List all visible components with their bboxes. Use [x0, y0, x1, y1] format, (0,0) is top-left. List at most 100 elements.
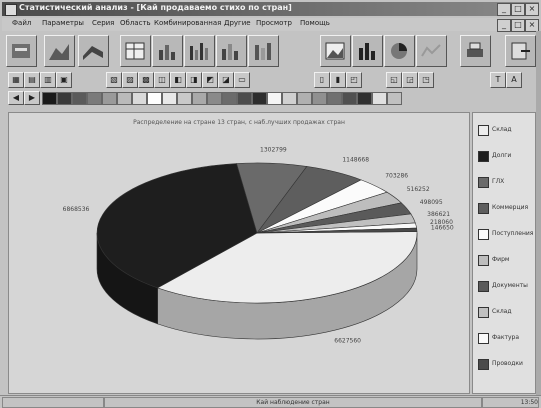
- image-icon: [325, 42, 345, 60]
- palette-next-button[interactable]: ▶: [24, 91, 40, 105]
- tool-10-button[interactable]: ◨: [186, 72, 202, 88]
- doc-close-button[interactable]: ×: [525, 19, 539, 32]
- legend-swatch: [478, 125, 489, 136]
- color-swatch[interactable]: [42, 92, 57, 105]
- tool-9-button[interactable]: ◧: [170, 72, 186, 88]
- chart-2-button[interactable]: [78, 35, 109, 67]
- tool-11-button[interactable]: ◩: [202, 72, 218, 88]
- menu-other[interactable]: Другие: [224, 19, 251, 27]
- title-bar: Статистический анализ - [Кай продаваемо …: [2, 2, 539, 16]
- color-swatch[interactable]: [102, 92, 117, 105]
- color-swatch[interactable]: [342, 92, 357, 105]
- doc-maximize-button[interactable]: □: [511, 19, 525, 32]
- tool-14-button[interactable]: ▯: [314, 72, 330, 88]
- columns-2-button[interactable]: [216, 35, 247, 67]
- color-swatch[interactable]: [207, 92, 222, 105]
- tool-19-button[interactable]: ◳: [418, 72, 434, 88]
- pie-slice: [256, 227, 418, 234]
- menu-series[interactable]: Серия: [92, 19, 115, 27]
- columns-3-button[interactable]: [248, 35, 279, 67]
- color-swatch[interactable]: [327, 92, 342, 105]
- columns-button[interactable]: [184, 35, 215, 67]
- chart-legend: Склад Долги ГЛХ Коммерция Поступления Фирм Док…: [472, 112, 536, 394]
- maximize-button[interactable]: □: [511, 3, 525, 16]
- pie-button[interactable]: [384, 35, 415, 67]
- pie-data-label: 6868536: [63, 206, 90, 213]
- menu-view[interactable]: Просмотр: [256, 19, 292, 27]
- legend-label: Документы: [492, 282, 528, 289]
- tool-8-button[interactable]: ◫: [154, 72, 170, 88]
- pie-data-label: 6627560: [334, 337, 361, 344]
- legend-swatch: [478, 177, 489, 188]
- doc-minimize-button[interactable]: _: [497, 19, 511, 32]
- palette-prev-button[interactable]: ◀: [8, 91, 24, 105]
- tool-17-button[interactable]: ◱: [386, 72, 402, 88]
- text-tool-button[interactable]: Т: [490, 72, 506, 88]
- tool-7-button[interactable]: ▩: [138, 72, 154, 88]
- color-swatch[interactable]: [117, 92, 132, 105]
- color-swatch[interactable]: [387, 92, 402, 105]
- window-title: Статистический анализ - [Кай продаваемо …: [19, 3, 292, 12]
- color-swatch[interactable]: [147, 92, 162, 105]
- tool-12-button[interactable]: ◪: [218, 72, 234, 88]
- color-swatch[interactable]: [252, 92, 267, 105]
- pie-data-label: 146650: [431, 224, 454, 231]
- pie-data-label: 1302799: [260, 146, 287, 153]
- color-swatch[interactable]: [312, 92, 327, 105]
- status-message: Кай наблюдение стран: [104, 397, 482, 408]
- legend-label: Фактура: [492, 334, 519, 341]
- color-palette: ◀ ▶: [2, 91, 539, 105]
- color-swatch[interactable]: [237, 92, 252, 105]
- print-button[interactable]: [460, 35, 491, 67]
- color-swatch[interactable]: [192, 92, 207, 105]
- tool-15-button[interactable]: ▮: [330, 72, 346, 88]
- color-swatch[interactable]: [177, 92, 192, 105]
- vertical-scrollbar[interactable]: [536, 31, 541, 395]
- color-swatch[interactable]: [282, 92, 297, 105]
- tool-3-button[interactable]: ▥: [40, 72, 56, 88]
- font-tool-button[interactable]: A: [506, 72, 522, 88]
- color-swatch[interactable]: [57, 92, 72, 105]
- pie-slice: [96, 163, 258, 289]
- minimize-button[interactable]: _: [497, 3, 511, 16]
- tool-13-button[interactable]: ▭: [234, 72, 250, 88]
- menu-parameters[interactable]: Параметры: [42, 19, 84, 27]
- tool-6-button[interactable]: ▨: [122, 72, 138, 88]
- tool-2-button[interactable]: ▤: [24, 72, 40, 88]
- pie-data-label: 703286: [385, 173, 408, 180]
- tool-18-button[interactable]: ◲: [402, 72, 418, 88]
- legend-label: Фирм: [492, 256, 510, 263]
- image-button[interactable]: [320, 35, 351, 67]
- tool-16-button[interactable]: ◰: [346, 72, 362, 88]
- color-swatch[interactable]: [87, 92, 102, 105]
- menu-file[interactable]: Файл: [12, 19, 32, 27]
- color-swatch[interactable]: [72, 92, 87, 105]
- color-swatch[interactable]: [372, 92, 387, 105]
- legend-label: Коммерция: [492, 204, 529, 211]
- color-swatch[interactable]: [357, 92, 372, 105]
- legend-swatch: [478, 359, 489, 370]
- color-swatch[interactable]: [222, 92, 237, 105]
- histogram-2-button[interactable]: [352, 35, 383, 67]
- table-button[interactable]: [120, 35, 151, 67]
- color-swatch[interactable]: [162, 92, 177, 105]
- menu-area[interactable]: Область: [120, 19, 151, 27]
- close-button[interactable]: ×: [525, 3, 539, 16]
- chart-1-button[interactable]: [44, 35, 75, 67]
- open-button[interactable]: [6, 35, 37, 67]
- legend-swatch: [478, 203, 489, 214]
- menu-combined[interactable]: Комбинированная: [154, 19, 222, 27]
- histogram-button[interactable]: [152, 35, 183, 67]
- tool-4-button[interactable]: ▣: [56, 72, 72, 88]
- tool-1-button[interactable]: ▦: [8, 72, 24, 88]
- color-swatch[interactable]: [267, 92, 282, 105]
- color-swatch[interactable]: [297, 92, 312, 105]
- color-swatch[interactable]: [132, 92, 147, 105]
- line-button[interactable]: [416, 35, 447, 67]
- menu-help[interactable]: Помощь: [300, 19, 330, 27]
- tool-5-button[interactable]: ▧: [106, 72, 122, 88]
- table-icon: [125, 42, 145, 60]
- pie-data-label: 218060: [430, 219, 453, 226]
- exit-button[interactable]: [505, 35, 536, 67]
